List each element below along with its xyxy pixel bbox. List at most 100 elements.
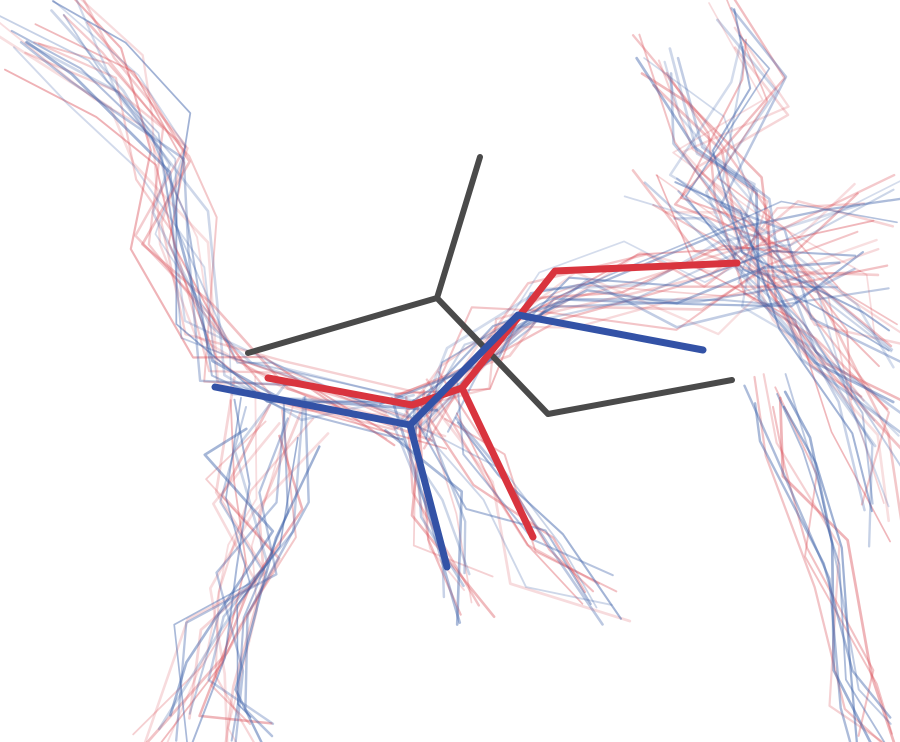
red-strand bbox=[425, 414, 473, 604]
red-strand bbox=[80, 0, 447, 438]
red-strand bbox=[132, 420, 274, 736]
blue-strand bbox=[784, 373, 892, 725]
red-strand bbox=[672, 2, 876, 335]
reference-fragment bbox=[245, 154, 735, 417]
highlight-blue-fragment bbox=[211, 311, 707, 571]
red-strand bbox=[0, 35, 389, 417]
red-strand bbox=[416, 402, 462, 616]
blue-strand bbox=[684, 34, 890, 352]
blue-strand bbox=[643, 181, 874, 548]
blue-strand bbox=[0, 15, 410, 423]
blue-strand bbox=[743, 384, 852, 742]
blue-strand bbox=[215, 409, 286, 742]
blue-strand bbox=[721, 45, 893, 353]
red-strand bbox=[771, 405, 875, 737]
red-strand bbox=[394, 219, 875, 395]
blue-strand bbox=[50, 9, 416, 420]
red-strand bbox=[437, 371, 595, 593]
blue-strand bbox=[75, 0, 420, 403]
blue-strand bbox=[711, 8, 891, 332]
blue-strand bbox=[52, 0, 439, 403]
red-strand bbox=[227, 399, 296, 742]
blue-strand bbox=[663, 60, 900, 437]
highlight-red-fragment bbox=[264, 259, 741, 541]
blue-strand bbox=[425, 420, 467, 575]
blue-strand bbox=[704, 18, 894, 351]
blue-strand bbox=[454, 416, 604, 626]
blue-backbone bbox=[211, 311, 707, 429]
red-strand bbox=[37, 42, 388, 414]
blue-strand bbox=[390, 396, 462, 624]
red-strand bbox=[657, 59, 865, 402]
red-strand bbox=[145, 403, 281, 742]
red-strand bbox=[422, 173, 896, 450]
red-branch bbox=[458, 384, 537, 541]
blue-strand bbox=[175, 417, 289, 742]
red-strand bbox=[417, 238, 878, 437]
red-strand bbox=[695, 46, 900, 345]
blue-strand bbox=[24, 41, 415, 422]
red-strand bbox=[429, 400, 632, 623]
blue-strand bbox=[188, 405, 263, 715]
blue-strand bbox=[191, 398, 251, 742]
red-strand bbox=[679, 38, 880, 368]
red-strand bbox=[210, 409, 297, 726]
red-strand bbox=[638, 33, 853, 401]
red-strand bbox=[682, 26, 900, 334]
blue-strand bbox=[782, 405, 858, 742]
red-strand bbox=[416, 247, 880, 439]
red-strand bbox=[673, 0, 893, 348]
blue-strand bbox=[236, 436, 299, 718]
red-strand bbox=[224, 411, 302, 742]
red-strand bbox=[655, 174, 885, 504]
red-strand bbox=[74, 0, 396, 447]
blue-strand bbox=[412, 203, 861, 434]
blue-strand bbox=[668, 47, 877, 448]
red-strand bbox=[166, 375, 258, 742]
blue-strand bbox=[719, 7, 900, 363]
blue-branch bbox=[406, 421, 451, 571]
blue-strand bbox=[10, 29, 404, 441]
red-strand bbox=[160, 399, 247, 742]
blue-strand bbox=[668, 42, 895, 369]
blue-strand bbox=[51, 0, 422, 407]
blue-strand bbox=[230, 397, 289, 742]
red-strand bbox=[753, 375, 883, 742]
blue-strand bbox=[669, 72, 900, 434]
blue-strand bbox=[418, 267, 856, 429]
red-strand bbox=[640, 72, 900, 402]
red-strand bbox=[143, 422, 281, 742]
blue-strand bbox=[411, 188, 895, 434]
blue-strand bbox=[676, 177, 900, 467]
red-strand bbox=[774, 386, 893, 735]
blue-strand bbox=[676, 56, 900, 415]
red-strand bbox=[393, 199, 895, 430]
blue-strand bbox=[412, 414, 592, 605]
blue-strand bbox=[207, 396, 305, 726]
blue-strand bbox=[418, 425, 598, 609]
blue-strand bbox=[404, 409, 613, 606]
red-strand bbox=[394, 269, 880, 397]
blue-strand bbox=[169, 427, 275, 717]
red-strand bbox=[86, 20, 434, 442]
blue-strand bbox=[643, 57, 876, 422]
red-strand bbox=[407, 202, 866, 411]
blue-strand bbox=[437, 287, 890, 402]
red-strand bbox=[652, 83, 900, 450]
blue-strand bbox=[623, 195, 890, 508]
red-strand bbox=[664, 210, 891, 523]
red-strand bbox=[778, 396, 896, 742]
red-strand bbox=[410, 389, 496, 619]
red-strand bbox=[631, 169, 900, 521]
blue-strand bbox=[753, 402, 892, 719]
red-strand bbox=[188, 376, 267, 720]
blue-strand bbox=[677, 190, 874, 505]
blue-strand bbox=[456, 421, 622, 620]
red-strand bbox=[631, 34, 863, 398]
red-strand bbox=[716, 0, 898, 326]
blue-strand bbox=[783, 390, 872, 742]
blue-strand bbox=[173, 396, 251, 742]
